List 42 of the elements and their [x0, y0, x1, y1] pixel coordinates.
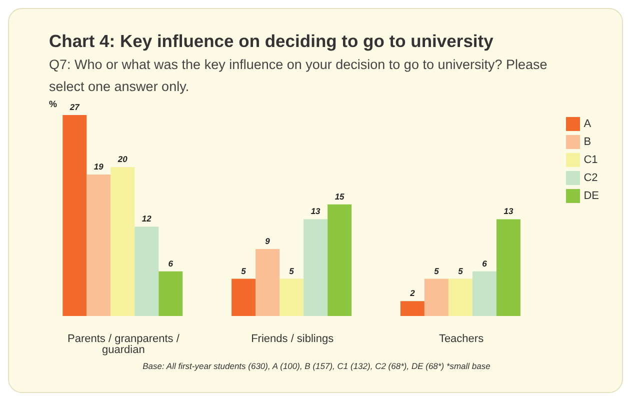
data-label: 12	[142, 214, 152, 224]
data-label: 13	[310, 206, 321, 216]
x-tick-label: Parents / granparents / guardian	[68, 332, 180, 356]
bar	[256, 249, 280, 316]
data-label: 13	[504, 206, 514, 216]
data-label: 5	[458, 266, 464, 276]
legend-label: C1	[584, 154, 598, 166]
data-label: 6	[168, 258, 174, 268]
data-label: 5	[241, 266, 246, 276]
bar	[496, 219, 520, 316]
data-label: 9	[265, 236, 270, 246]
bar	[400, 301, 424, 316]
legend-label: DE	[584, 190, 599, 202]
bar	[448, 278, 472, 316]
bar	[62, 115, 87, 316]
legend-label: B	[584, 136, 592, 148]
data-label: 15	[334, 191, 345, 202]
text: Base: All first-year students (630), A (100), B (157), C1 (132), C2 (68*), DE (68*) *small base	[142, 361, 492, 371]
y-axis-title: %	[49, 99, 58, 109]
data-label: 6	[482, 258, 488, 268]
bar	[424, 278, 448, 316]
data-label: 20	[116, 154, 128, 164]
data-label: 2	[409, 288, 416, 298]
chart-subtitle: Q7: Who or what was the key influence on your decision to go to university? Please select one answer only.	[49, 56, 548, 96]
bar	[134, 226, 159, 316]
bar	[86, 174, 111, 316]
data-label: 5	[434, 266, 440, 276]
legend-label: C2	[584, 172, 598, 184]
bar	[280, 278, 304, 316]
bar	[328, 204, 352, 316]
x-tick-label: Teachers	[438, 332, 484, 345]
chart-title: Chart 4: Key influence on deciding to go to university	[49, 31, 494, 52]
bar	[158, 271, 183, 316]
data-label: 5	[289, 266, 294, 276]
bar	[232, 278, 256, 316]
bar	[472, 271, 496, 316]
bar	[110, 167, 135, 316]
data-label: 27	[68, 102, 81, 112]
legend-label: A	[584, 118, 592, 130]
bar	[304, 219, 328, 316]
x-tick-label: Friends / siblings	[251, 332, 334, 345]
data-label: 19	[94, 162, 104, 172]
